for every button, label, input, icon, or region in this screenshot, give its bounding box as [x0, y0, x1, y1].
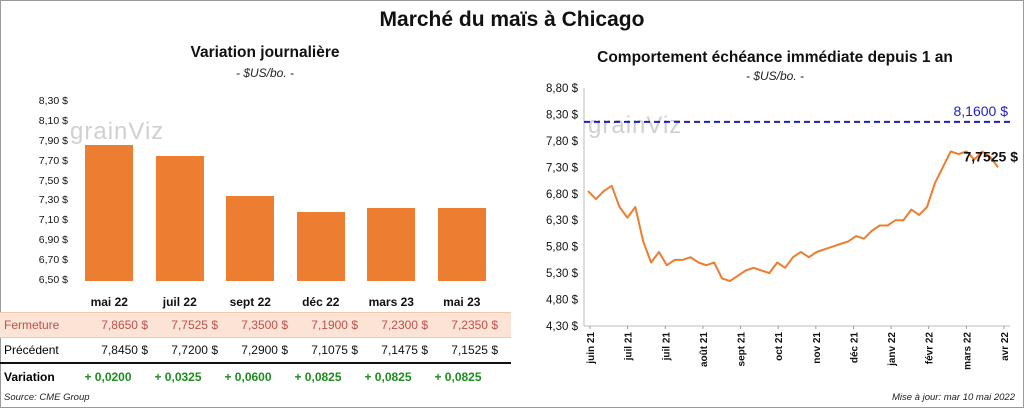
- right-y-tick-label: 4,30 $: [546, 321, 579, 333]
- right-y-tick-label: 6,30 $: [546, 215, 579, 227]
- left-y-tick-label: 7,10 $: [38, 214, 68, 227]
- variation-cell: + 0,0325: [154, 370, 202, 384]
- fermeture-cell: 7,3500 $: [241, 318, 288, 332]
- right-chart-title: Comportement échéance immédiate depuis 1…: [597, 49, 953, 66]
- row-label-fermeture: Fermeture: [4, 318, 60, 332]
- left-bar: [437, 207, 486, 281]
- right-y-tick-label: 7,80 $: [546, 136, 579, 148]
- right-reference-label: 8,1600 $: [954, 103, 1009, 119]
- left-y-tick-label: 8,30 $: [38, 95, 68, 107]
- variation-cell: + 0,0825: [294, 370, 342, 384]
- right-x-tick-label: déc 21: [849, 332, 860, 364]
- left-category-label: juil 22: [162, 295, 197, 309]
- main-title: Marché du maïs à Chicago: [379, 8, 645, 31]
- left-chart-unit: - $US/bo. -: [235, 66, 295, 80]
- right-x-tick-label: sept 21: [737, 332, 748, 367]
- left-y-tick-label: 7,30 $: [38, 194, 68, 207]
- left-bar: [367, 208, 416, 281]
- left-bar: [296, 212, 345, 281]
- left-bar: [155, 156, 204, 281]
- left-y-tick-label: 6,90 $: [38, 234, 68, 247]
- left-category-label: mai 23: [443, 295, 481, 309]
- variation-cell: + 0,0600: [224, 370, 272, 384]
- left-watermark: grainViz: [70, 118, 165, 145]
- right-x-tick-label: janv 22: [887, 332, 898, 367]
- variation-cell: + 0,0200: [84, 370, 132, 384]
- right-x-tick-label: avr 22: [1000, 332, 1011, 361]
- left-chart-title: Variation journalière: [190, 44, 340, 61]
- left-category-label: mars 23: [368, 295, 414, 309]
- source-note: Source: CME Group: [4, 392, 90, 403]
- right-x-tick-label: juin 21: [586, 332, 597, 365]
- left-y-tick-label: 7,90 $: [38, 134, 68, 147]
- row-fermeture: Fermeture 7,8650 $ 7,7525 $ 7,3500 $ 7,1…: [0, 312, 511, 338]
- left-category-label: sept 22: [229, 295, 271, 309]
- variation-cell: + 0,0825: [434, 370, 482, 384]
- right-y-tick-label: 8,30 $: [546, 109, 579, 121]
- left-bar: [226, 196, 275, 281]
- left-y-tick-label: 6,70 $: [38, 254, 68, 267]
- right-y-tick-label: 8,80 $: [546, 83, 579, 95]
- row-label-precedent: Précédent: [4, 343, 59, 357]
- fermeture-cell: 7,2350 $: [451, 318, 498, 332]
- right-x-tick-label: août 21: [699, 332, 710, 367]
- precedent-cell: 7,8450 $: [101, 343, 148, 357]
- precedent-cell: 7,2900 $: [241, 343, 288, 357]
- right-y-tick-label: 5,30 $: [546, 268, 579, 280]
- right-x-tick-label: oct 21: [774, 332, 785, 361]
- right-y-tick-label: 6,80 $: [546, 189, 579, 201]
- row-precedent: Précédent 7,8450 $ 7,7200 $ 7,2900 $ 7,1…: [0, 338, 511, 364]
- right-price-line: [587, 150, 999, 282]
- row-label-variation: Variation: [4, 370, 55, 384]
- left-y-tick-label: 8,10 $: [38, 114, 68, 127]
- right-x-tick-label: juil 21: [661, 332, 672, 362]
- left-y-tick-label: 6,50 $: [38, 274, 68, 286]
- left-y-tick-label: 7,50 $: [38, 174, 68, 187]
- left-category-label: déc 22: [302, 295, 340, 309]
- right-y-tick-label: 5,80 $: [546, 242, 579, 254]
- precedent-cell: 7,7200 $: [171, 343, 218, 357]
- left-bar: [85, 145, 134, 281]
- right-x-tick-label: nov 21: [812, 332, 823, 364]
- right-y-tick-label: 7,30 $: [546, 162, 579, 174]
- left-category-label: mai 22: [90, 295, 128, 309]
- right-chart-unit: - $US/bo. -: [745, 69, 805, 83]
- left-y-tick-label: 7,70 $: [38, 154, 68, 167]
- row-variation: Variation + 0,0200 + 0,0325 + 0,0600 + 0…: [0, 365, 511, 389]
- right-x-tick-label: févr 22: [925, 332, 936, 365]
- variation-cell: + 0,0825: [364, 370, 412, 384]
- right-watermark: grainViz: [588, 112, 683, 139]
- right-y-tick-label: 4,80 $: [546, 295, 579, 307]
- precedent-cell: 7,1475 $: [381, 343, 428, 357]
- fermeture-cell: 7,7525 $: [171, 318, 218, 332]
- precedent-cell: 7,1075 $: [311, 343, 358, 357]
- fermeture-cell: 7,2300 $: [381, 318, 428, 332]
- update-note: Mise à jour: mar 10 mai 2022: [891, 392, 1015, 403]
- right-last-value-label: 7,7525 $: [964, 148, 1019, 164]
- precedent-cell: 7,1525 $: [451, 343, 498, 357]
- right-x-tick-label: juil 21: [624, 332, 635, 362]
- right-x-tick-label: mars 22: [962, 332, 973, 370]
- fermeture-cell: 7,8650 $: [101, 318, 148, 332]
- fermeture-cell: 7,1900 $: [311, 318, 358, 332]
